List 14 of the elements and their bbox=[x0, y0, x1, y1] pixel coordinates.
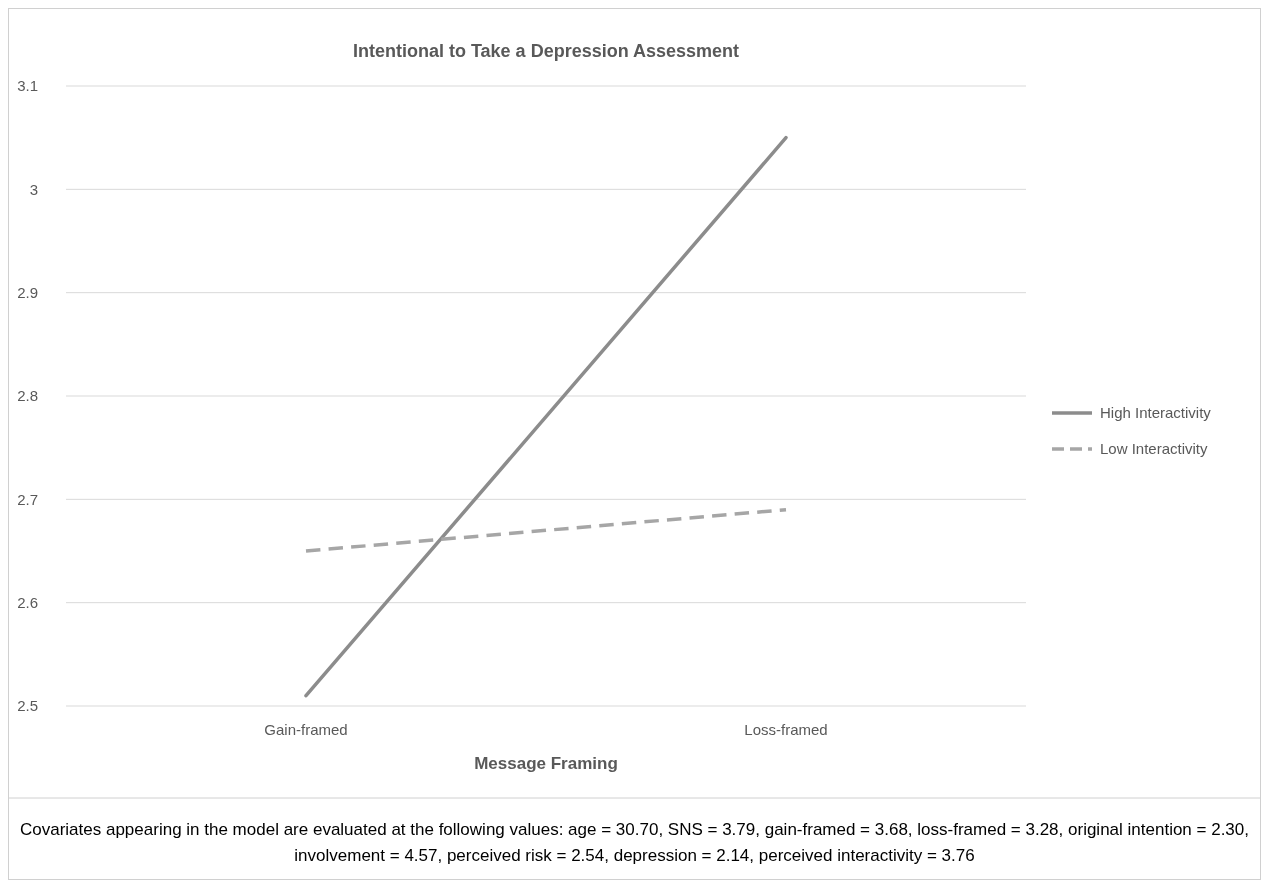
chart-title: Intentional to Take a Depression Assessment bbox=[352, 41, 740, 61]
y-tick-label: 2.6 bbox=[17, 593, 38, 611]
x-tick-label: Gain-framed bbox=[264, 721, 348, 738]
legend-label: Low Interactivity bbox=[1100, 440, 1209, 458]
y-tick-label: 3.1 bbox=[17, 77, 38, 95]
y-tick-label: 2.7 bbox=[17, 490, 38, 508]
y-tick-label: 3 bbox=[29, 180, 38, 198]
x-tick-label: Loss-framed bbox=[744, 721, 828, 738]
legend-label: High Interactivity bbox=[1100, 404, 1212, 422]
text: Covariates appearing in the model are evaluated at the following values: age = 30.70, SNS = 3.79, gain-framed = 3.68, loss-framed = 3.28, original intention = 2.30, involvement = 4.57, perceived risk = 2.54, depression = 2.14, perceived interactivity = 3.76 bbox=[19, 819, 1250, 867]
y-tick-label: 2.5 bbox=[17, 697, 38, 715]
y-tick-label: 2.8 bbox=[17, 387, 38, 405]
x-axis-title: Message Framing bbox=[474, 754, 618, 773]
y-tick-label: 2.9 bbox=[17, 283, 38, 301]
